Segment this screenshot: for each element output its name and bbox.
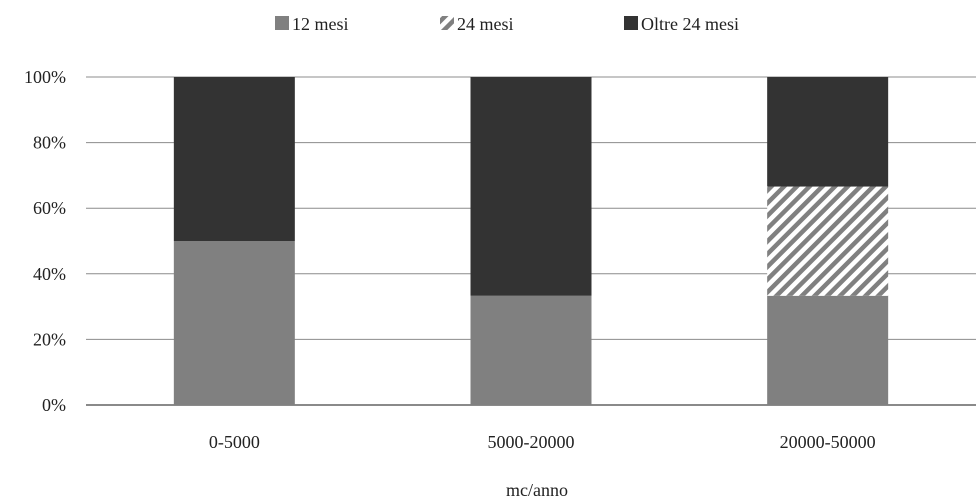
x-tick-label: 5000-20000 <box>488 432 575 452</box>
y-tick-label: 0% <box>42 395 66 415</box>
legend-label: 24 mesi <box>457 14 514 34</box>
bar-segment <box>767 295 889 405</box>
bars <box>173 77 889 405</box>
bar-segment <box>173 77 295 241</box>
legend-label: Oltre 24 mesi <box>641 14 739 34</box>
bar-segment <box>173 241 295 405</box>
legend-swatch <box>440 16 454 30</box>
x-tick-label: 20000-50000 <box>780 432 876 452</box>
y-tick-label: 80% <box>33 133 66 153</box>
bar-segment <box>470 77 592 296</box>
chart-legend: 12 mesi 24 mesi Oltre 24 mesi <box>275 14 739 34</box>
y-tick-labels: 0% 20% 40% 60% 80% 100% <box>24 67 66 415</box>
legend-label: 12 mesi <box>292 14 349 34</box>
y-tick-label: 40% <box>33 264 66 284</box>
bar-segment <box>767 77 889 187</box>
x-tick-labels: 0-5000 5000-20000 20000-50000 <box>209 432 876 452</box>
y-tick-label: 100% <box>24 67 66 87</box>
legend-swatch <box>275 16 289 30</box>
x-axis-label: mc/anno <box>506 480 568 500</box>
y-tick-label: 60% <box>33 198 66 218</box>
y-tick-label: 20% <box>33 329 66 349</box>
x-tick-label: 0-5000 <box>209 432 260 452</box>
bar-segment <box>767 186 889 296</box>
legend-swatch <box>624 16 638 30</box>
bar-segment <box>470 295 592 405</box>
